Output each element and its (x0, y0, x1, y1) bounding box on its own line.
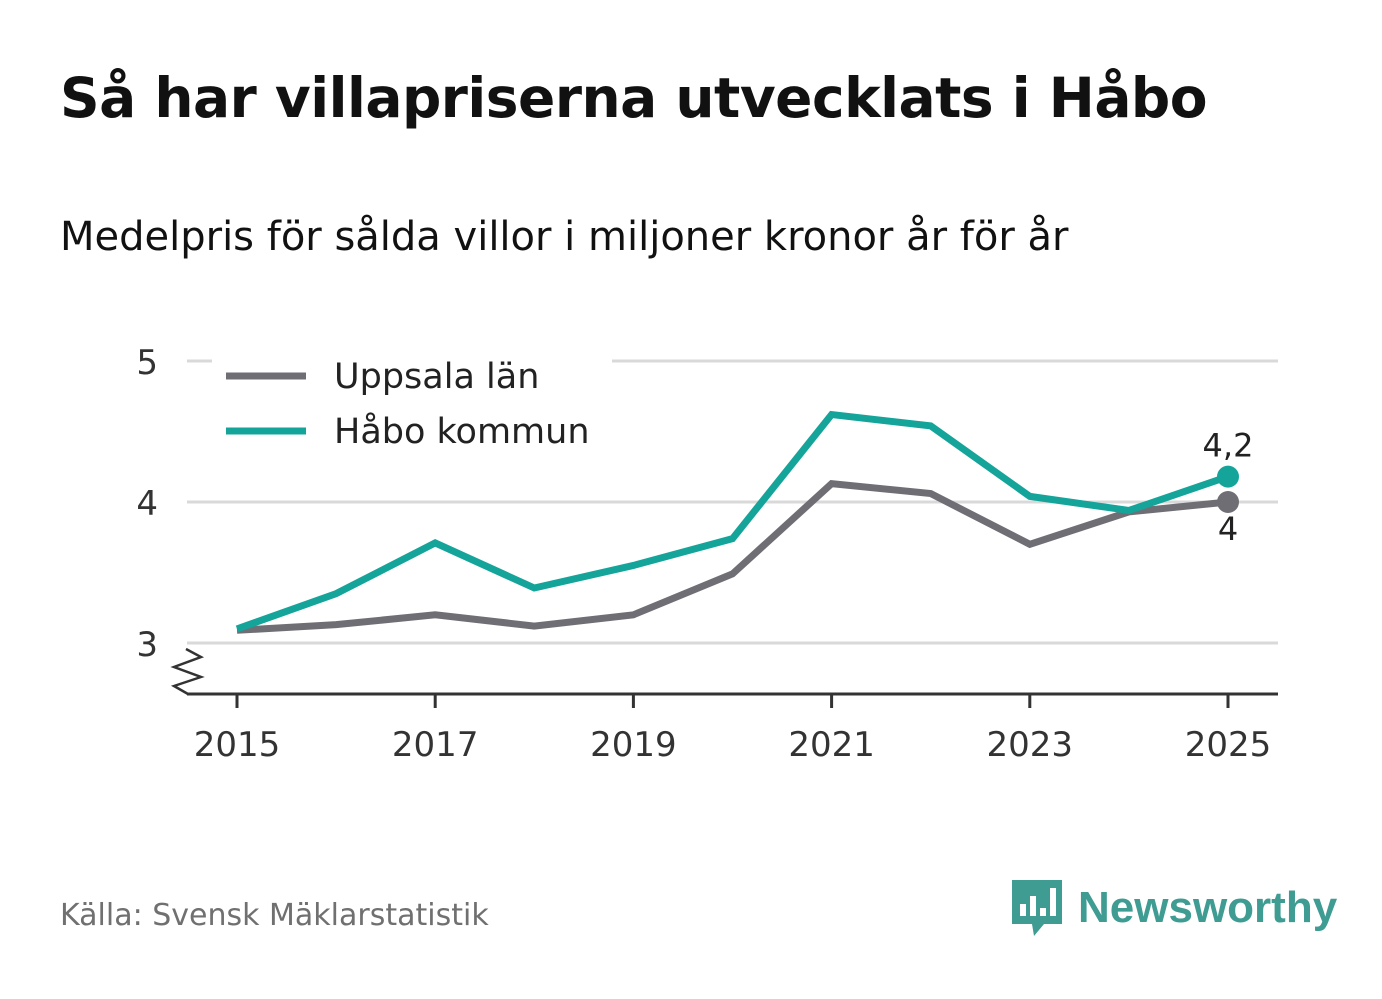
legend-label: Håbo kommun (334, 411, 590, 452)
series-line-uppsala-lan (236, 480, 1229, 634)
x-tick-label: 2021 (788, 725, 875, 765)
data-label: 4 (1218, 510, 1238, 548)
series-line-habo-kommun (235, 410, 1230, 633)
x-tick-label: 2015 (194, 725, 281, 765)
chart-subtitle: Medelpris för sålda villor i miljoner kr… (60, 214, 1069, 260)
x-tick-label: 2023 (987, 725, 1074, 765)
source-note: Källa: Svensk Mäklarstatistik (60, 898, 489, 933)
data-label: 4,2 (1203, 427, 1254, 465)
legend-background (212, 352, 612, 464)
y-tick-label: 5 (136, 343, 158, 383)
legend-label: Uppsala län (334, 357, 539, 397)
axis-break-icon (170, 647, 205, 696)
series-end-marker (1217, 491, 1239, 513)
line-chart: 3 4 5 2015 2017 2019 2021 2023 2025 4 4,2 Uppsala l… (136, 343, 1278, 765)
brand-name: Newsworthy (1078, 883, 1338, 932)
x-tick-label: 2017 (392, 725, 479, 765)
x-tick-label: 2025 (1185, 725, 1272, 765)
y-tick-label: 3 (136, 625, 158, 665)
y-tick-label: 4 (136, 484, 158, 524)
bar-chart-speech-bubble-icon (1012, 880, 1062, 936)
newsworthy-logo: Newsworthy (1010, 878, 1337, 938)
series-end-marker (1217, 465, 1239, 488)
chart-title: Så har villapriserna utvecklats i Håbo (60, 66, 1208, 130)
x-tick-label: 2019 (590, 725, 677, 765)
